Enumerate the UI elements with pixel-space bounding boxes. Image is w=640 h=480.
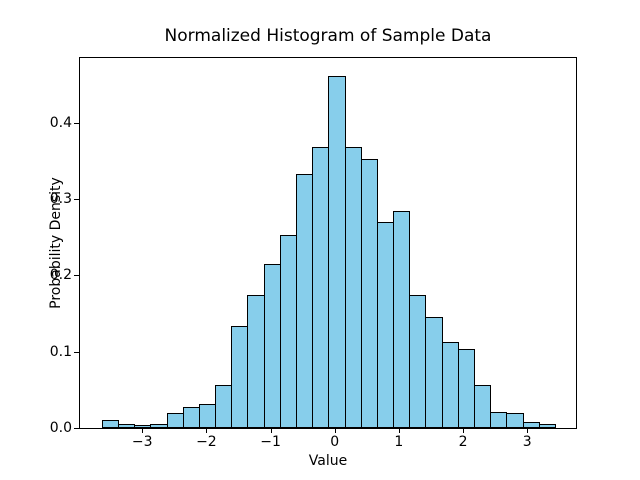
histogram-bar [393, 211, 411, 428]
y-tick-label: 0.1 [49, 343, 72, 360]
histogram-bar [538, 424, 556, 428]
histogram-bar [150, 424, 168, 428]
histogram-bar [279, 235, 297, 428]
chart-title: Normalized Histogram of Sample Data [164, 26, 492, 46]
y-tick-mark [74, 122, 79, 124]
histogram-bar [247, 294, 265, 428]
x-tick-label: −2 [196, 434, 217, 450]
x-tick-mark [270, 428, 272, 433]
histogram-bar [231, 325, 249, 428]
y-tick-mark [74, 428, 79, 429]
histogram-bar [182, 407, 200, 428]
histogram-bar [118, 424, 136, 428]
histogram-bar [166, 412, 184, 428]
plot-area [79, 57, 577, 429]
histogram-bar [457, 349, 475, 428]
x-tick-mark [142, 428, 144, 433]
histogram-bar [522, 421, 540, 428]
y-tick-label: 0.3 [49, 191, 72, 208]
histogram-bar [344, 147, 362, 428]
x-tick-mark [398, 428, 400, 433]
histogram-bar [376, 222, 395, 428]
histogram-bar [312, 146, 330, 428]
x-tick-label: 1 [394, 434, 404, 450]
y-tick-mark [74, 351, 79, 353]
y-tick-label: 0.2 [49, 267, 72, 284]
y-tick-mark [74, 199, 79, 201]
histogram-bar [263, 263, 281, 428]
histogram-bar [198, 403, 217, 428]
x-tick-label: 0 [330, 434, 340, 450]
histogram-bar [506, 412, 524, 428]
x-tick-mark [463, 428, 465, 433]
histogram-bar [425, 316, 443, 428]
y-tick-label: 0.4 [49, 114, 72, 131]
x-tick-mark [206, 428, 208, 433]
histogram-bar [490, 411, 508, 428]
y-tick-mark [74, 275, 79, 277]
x-tick-mark [334, 428, 336, 433]
histogram-bar [409, 294, 427, 428]
y-tick-label: 0.0 [49, 420, 72, 436]
histogram-bar [328, 75, 346, 428]
histogram-bar [215, 384, 233, 428]
histogram-bar [360, 158, 378, 428]
histogram-bar [101, 420, 119, 428]
x-tick-label: 2 [458, 434, 468, 450]
histogram-bar [296, 173, 314, 428]
x-tick-mark [527, 428, 529, 433]
histogram-bar [474, 385, 492, 428]
x-tick-label: −3 [131, 434, 153, 450]
x-axis-label: Value [308, 453, 348, 469]
x-tick-label: 3 [522, 434, 532, 450]
x-tick-label: −1 [260, 434, 281, 450]
histogram-bar [441, 341, 459, 428]
